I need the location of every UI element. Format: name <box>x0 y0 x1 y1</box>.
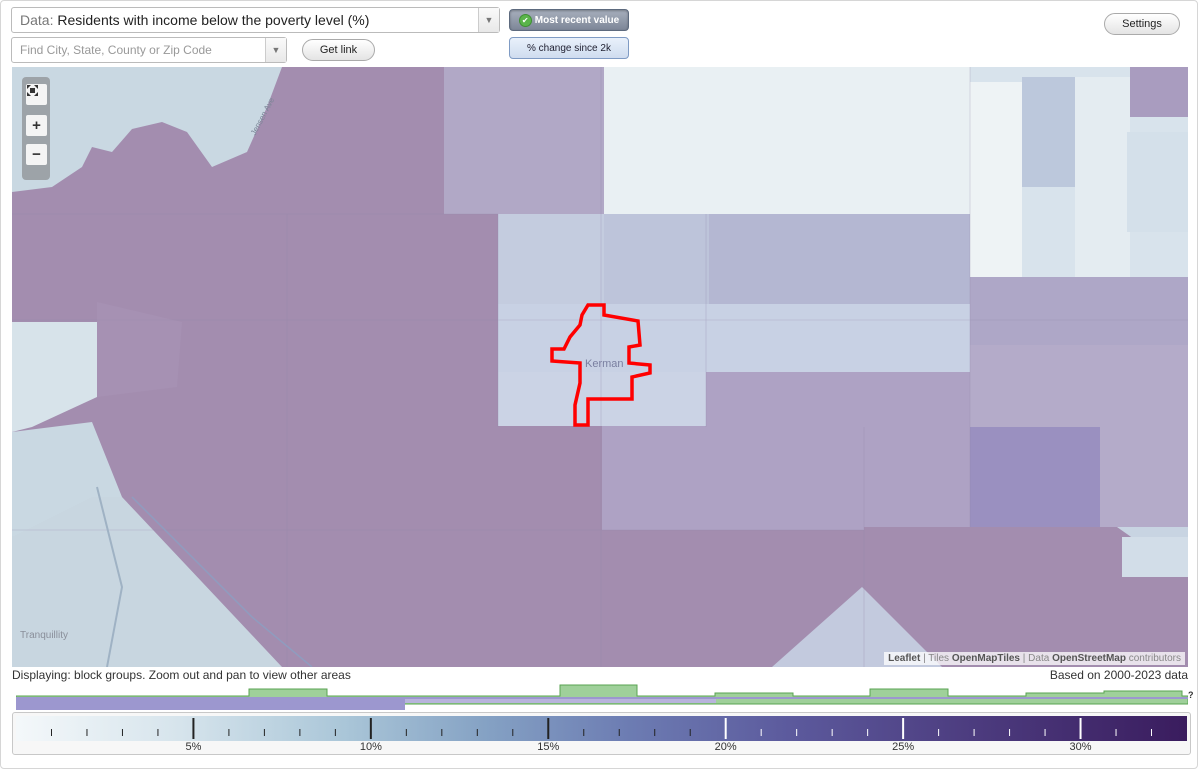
place-label-kerman: Kerman <box>585 358 624 370</box>
search-input[interactable] <box>12 38 270 62</box>
selected-area-outline <box>550 303 652 427</box>
change-since-2k-button[interactable]: % change since 2k <box>509 37 629 59</box>
legend-tick-label: 10% <box>359 741 382 753</box>
map-attribution: Leaflet | Tiles OpenMapTiles | Data Open… <box>884 652 1185 665</box>
help-icon[interactable]: ? <box>1188 690 1194 700</box>
leaflet-link[interactable]: Leaflet <box>888 653 921 664</box>
data-prefix: Data: <box>20 12 54 28</box>
location-search[interactable]: ▼ <box>11 37 287 63</box>
openmaptiles-link[interactable]: OpenMapTiles <box>951 653 1020 664</box>
place-label-tranquillity: Tranquillity <box>20 630 68 641</box>
fit-bounds-icon <box>27 85 38 96</box>
distribution-histogram <box>16 684 1188 710</box>
attribution-sep2: | Data <box>1020 653 1053 664</box>
chevron-down-icon[interactable]: ▼ <box>265 38 286 62</box>
most-recent-value-button[interactable]: ✔ Most recent value <box>509 9 629 31</box>
chevron-down-icon[interactable]: ▼ <box>478 8 499 32</box>
legend-tick-label: 5% <box>185 741 202 753</box>
fullscreen-icon[interactable] <box>26 84 47 105</box>
legend-gradient <box>16 716 1187 741</box>
settings-button[interactable]: Settings <box>1104 13 1180 35</box>
attribution-suffix: contributors <box>1125 653 1181 664</box>
zoom-in-button[interactable]: + <box>26 115 47 136</box>
attribution-sep1: | Tiles <box>920 653 952 664</box>
legend-tick-label: 30% <box>1069 741 1092 753</box>
legend-tick-label: 20% <box>714 741 737 753</box>
color-legend: 5% 10% 15% 20% 25% 30% <box>12 712 1191 755</box>
legend-ticks <box>50 718 1153 739</box>
legend-tick-label: 15% <box>537 741 560 753</box>
map-canvas[interactable] <box>12 67 1188 667</box>
map-view[interactable]: Jensen Ave Kerman Tranquillity + − Leafl… <box>12 67 1188 667</box>
most-recent-label: Most recent value <box>534 14 620 26</box>
zoom-control: + − <box>22 77 50 180</box>
get-link-button[interactable]: Get link <box>302 39 375 61</box>
displaying-status: Displaying: block groups. Zoom out and p… <box>12 668 351 682</box>
data-range-note: Based on 2000-2023 data <box>1049 668 1188 682</box>
openstreetmap-link[interactable]: OpenStreetMap <box>1052 653 1126 664</box>
data-value: Residents with income below the poverty … <box>57 12 370 28</box>
zoom-out-button[interactable]: − <box>26 144 47 165</box>
legend-tick-label: 25% <box>892 741 915 753</box>
check-icon: ✔ <box>518 13 532 27</box>
data-selector[interactable]: Data: Residents with income below the po… <box>11 7 500 33</box>
